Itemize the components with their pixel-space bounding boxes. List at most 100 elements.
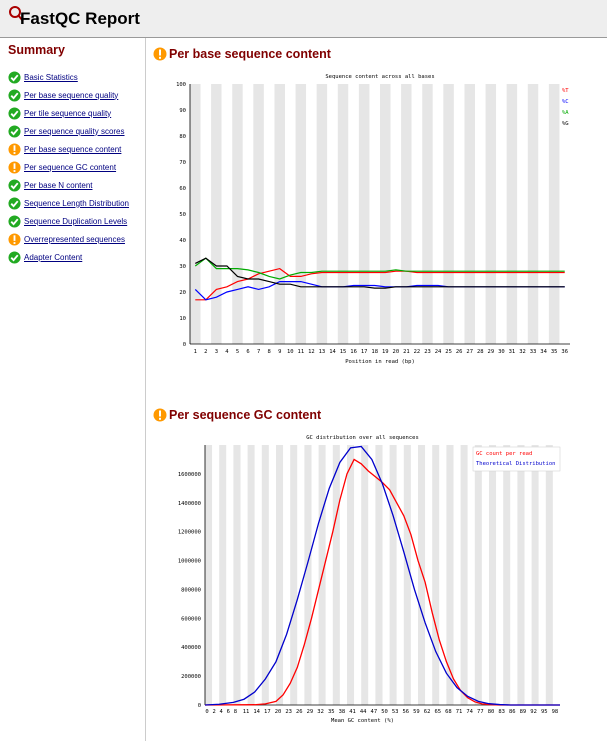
y-tick-label: 50	[179, 212, 186, 218]
sidebar-item[interactable]: Per sequence quality scores	[8, 124, 125, 138]
x-tick-label: 27	[466, 349, 473, 355]
grid-band	[432, 84, 444, 344]
sidebar-item-link[interactable]: Basic Statistics	[24, 72, 78, 82]
grid-band	[304, 445, 312, 705]
grid-band	[446, 445, 454, 705]
grid-band	[254, 445, 262, 705]
sidebar-item[interactable]: Sequence Duplication Levels	[8, 214, 127, 228]
sidebar-item-link[interactable]: Adapter Content	[24, 252, 83, 262]
sidebar-item-link[interactable]: Per tile sequence quality	[24, 108, 112, 118]
grid-band	[247, 445, 255, 705]
y-tick-label: 200000	[181, 674, 201, 680]
y-tick-label: 100	[176, 82, 186, 88]
x-tick-label: 14	[253, 709, 260, 715]
pass-check-icon	[8, 250, 21, 264]
x-tick-label: 30	[498, 349, 505, 355]
sidebar-item[interactable]: Per base sequence quality	[8, 88, 118, 102]
grid-band	[276, 445, 284, 705]
grid-band	[368, 445, 376, 705]
grid-band	[475, 84, 486, 344]
grid-band	[538, 84, 549, 344]
sidebar-item[interactable]: Per sequence GC content	[8, 160, 116, 174]
x-tick-label: 22	[414, 349, 421, 355]
grid-band	[358, 84, 370, 344]
legend-entry: GC count per read	[476, 451, 532, 457]
x-tick-label: 33	[530, 349, 537, 355]
grid-band	[552, 445, 560, 705]
x-tick-label: 4	[220, 709, 224, 715]
grid-band	[545, 445, 553, 705]
grid-band	[396, 445, 404, 705]
x-tick-label: 11	[298, 349, 305, 355]
sidebar-item[interactable]: Per base N content	[8, 178, 92, 192]
grid-band	[361, 445, 369, 705]
grid-band	[443, 84, 454, 344]
warning-icon	[8, 160, 21, 174]
pass-check-icon	[8, 88, 21, 102]
x-tick-label: 53	[392, 709, 399, 715]
grid-band	[548, 84, 560, 344]
section-title: Per base sequence content	[169, 47, 331, 61]
x-tick-label: 16	[350, 349, 357, 355]
grid-band	[467, 445, 475, 705]
grid-band	[410, 445, 418, 705]
x-tick-label: 98	[552, 709, 559, 715]
pass-check-icon	[8, 124, 21, 138]
pass-check-icon	[8, 70, 21, 84]
x-tick-label: 59	[413, 709, 420, 715]
x-tick-label: 29	[488, 349, 495, 355]
sidebar-item-link[interactable]: Overrepresented sequences	[24, 234, 125, 244]
warning-icon	[8, 142, 21, 156]
sidebar-item[interactable]: Basic Statistics	[8, 70, 78, 84]
sidebar-item[interactable]: Per tile sequence quality	[8, 106, 111, 120]
grid-band	[527, 84, 539, 344]
grid-band	[496, 445, 504, 705]
grid-band	[290, 445, 298, 705]
sidebar-item-link[interactable]: Per sequence quality scores	[24, 126, 125, 136]
sidebar-item-link[interactable]: Per base sequence content	[24, 144, 122, 154]
x-tick-label: 35	[551, 349, 558, 355]
x-tick-label: 5	[236, 349, 239, 355]
sidebar-item-link[interactable]: Sequence Duplication Levels	[24, 216, 128, 226]
sidebar-item-link[interactable]: Per base N content	[24, 180, 93, 190]
x-tick-label: 21	[403, 349, 410, 355]
grid-band	[200, 84, 212, 344]
sidebar-item[interactable]: Sequence Length Distribution	[8, 196, 129, 210]
pass-check-icon	[8, 178, 21, 192]
x-tick-label: 38	[339, 709, 346, 715]
legend-entry: %A	[562, 110, 569, 116]
grid-band	[339, 445, 347, 705]
x-tick-label: 83	[498, 709, 505, 715]
y-tick-label: 0	[198, 703, 201, 709]
x-axis-label: Mean GC content (%)	[331, 718, 394, 724]
x-tick-label: 23	[285, 709, 292, 715]
x-tick-label: 56	[402, 709, 409, 715]
grid-band	[253, 84, 264, 344]
section-per-base-content-header: Per base sequence content	[153, 47, 331, 61]
grid-band	[354, 445, 362, 705]
x-tick-label: 6	[246, 349, 249, 355]
x-tick-label: 24	[435, 349, 442, 355]
y-tick-label: 800000	[181, 587, 201, 593]
sidebar-item-link[interactable]: Per sequence GC content	[24, 162, 117, 172]
sidebar-item-link[interactable]: Per base sequence quality	[24, 90, 119, 100]
grid-band	[517, 445, 525, 705]
x-tick-label: 36	[561, 349, 568, 355]
sidebar-item[interactable]: Per base sequence content	[8, 142, 121, 156]
sidebar-item-link[interactable]: Sequence Length Distribution	[24, 198, 129, 208]
grid-band	[485, 84, 497, 344]
grid-band	[510, 445, 518, 705]
warning-icon	[153, 47, 167, 61]
x-tick-label: 6	[227, 709, 230, 715]
x-tick-label: 18	[371, 349, 378, 355]
sidebar-item[interactable]: Overrepresented sequences	[8, 232, 125, 246]
app-title: FastQC Report	[20, 9, 140, 28]
x-tick-label: 95	[541, 709, 548, 715]
pass-check-icon	[8, 214, 21, 228]
x-tick-label: 86	[509, 709, 516, 715]
grid-band	[531, 445, 539, 705]
grid-band	[226, 445, 234, 705]
sidebar-item[interactable]: Adapter Content	[8, 250, 82, 264]
grid-band	[232, 84, 243, 344]
grid-band	[325, 445, 333, 705]
